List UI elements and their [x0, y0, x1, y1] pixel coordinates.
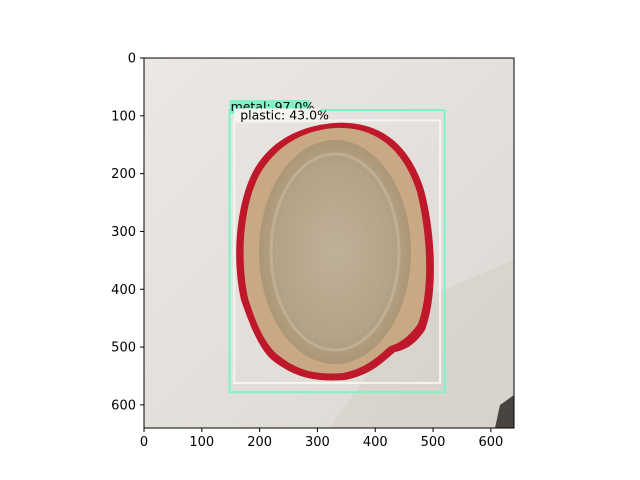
detection-box: [228, 109, 446, 394]
x-tick-label: 200: [247, 435, 272, 450]
detection-label-bg: [234, 108, 321, 123]
photo: [144, 58, 514, 428]
detections: metal: 97.0%plastic: 43.0%: [228, 99, 446, 394]
x-tick-label: 300: [305, 435, 330, 450]
y-axis: 0 100 200 300 400 500 600: [111, 52, 144, 413]
y-tick-label: 300: [111, 225, 136, 240]
corner-dark: [495, 395, 514, 428]
detection-label: plastic: 43.0%: [240, 107, 329, 122]
detection-box: [233, 119, 441, 384]
shadow: [330, 260, 514, 428]
y-tick-label: 500: [111, 341, 136, 356]
y-tick-label: 600: [111, 398, 136, 413]
axes-frame: [143, 57, 515, 429]
y-tick-label: 200: [111, 167, 136, 182]
y-tick-label: 100: [111, 109, 136, 124]
x-tick-label: 100: [189, 435, 214, 450]
y-tick-label: 400: [111, 283, 136, 298]
lid-face-ring: [269, 152, 401, 352]
x-axis: 0 100 200 300 400 500 600: [140, 428, 503, 450]
y-tick-label: 0: [128, 52, 136, 67]
x-tick-label: 500: [421, 435, 446, 450]
x-tick-label: 0: [140, 435, 148, 450]
x-tick-label: 400: [363, 435, 388, 450]
lid-face: [259, 140, 411, 364]
x-tick-label: 600: [478, 435, 503, 450]
